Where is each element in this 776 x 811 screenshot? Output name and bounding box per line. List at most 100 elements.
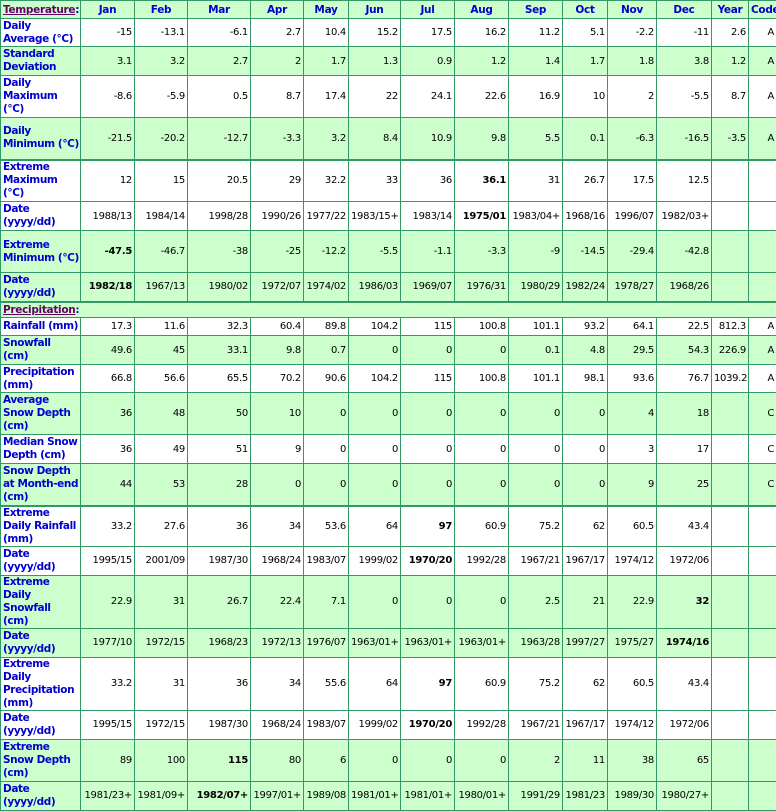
colon: : [75, 4, 79, 16]
value-cell: 1968/26 [657, 273, 712, 302]
row-label: Rainfall (mm) [1, 318, 81, 336]
value-cell: 36 [401, 160, 455, 202]
value-cell: 1984/14 [135, 202, 188, 231]
code-cell [749, 710, 776, 739]
value-cell: 43.4 [657, 657, 712, 710]
col-apr: Apr [251, 1, 304, 19]
col-feb: Feb [135, 1, 188, 19]
value-cell: 12 [81, 160, 135, 202]
value-cell: 43.4 [657, 506, 712, 547]
year-cell [712, 739, 749, 781]
year-cell [712, 546, 749, 575]
value-cell: -20.2 [135, 118, 188, 160]
code-cell: A [749, 365, 776, 393]
value-cell: 17.5 [608, 160, 657, 202]
value-cell: 3.2 [304, 118, 349, 160]
value-cell: 62 [563, 657, 608, 710]
value-cell: 0.9 [401, 47, 455, 76]
value-cell: 1972/15 [135, 628, 188, 657]
value-cell: 1980/02 [188, 273, 251, 302]
year-cell [712, 710, 749, 739]
value-cell: 9 [251, 435, 304, 464]
value-cell: 16.9 [509, 76, 563, 118]
value-cell: 0 [563, 393, 608, 435]
value-cell: 32 [657, 575, 712, 628]
row-label: Extreme Daily Precipitation (mm) [1, 657, 81, 710]
value-cell: 0 [455, 575, 509, 628]
value-cell: 1992/28 [455, 710, 509, 739]
value-cell: 29.5 [608, 336, 657, 365]
value-cell: 0.5 [188, 76, 251, 118]
value-cell: 24.1 [401, 76, 455, 118]
code-cell [749, 546, 776, 575]
year-cell [712, 231, 749, 273]
value-cell: 1975/27 [608, 628, 657, 657]
value-cell: 1981/01+ [401, 781, 455, 810]
value-cell: 48 [135, 393, 188, 435]
value-cell: 64.1 [608, 318, 657, 336]
value-cell: 65.5 [188, 365, 251, 393]
value-cell: 1970/20 [401, 710, 455, 739]
value-cell: -46.7 [135, 231, 188, 273]
value-cell: 1968/24 [251, 710, 304, 739]
value-cell: 0 [349, 435, 401, 464]
value-cell: 10 [251, 393, 304, 435]
col-mar: Mar [188, 1, 251, 19]
value-cell: 1.3 [349, 47, 401, 76]
value-cell: 0 [401, 435, 455, 464]
temperature-link[interactable]: Temperature [3, 4, 75, 16]
value-cell: 3.2 [135, 47, 188, 76]
value-cell: 0.1 [509, 336, 563, 365]
value-cell: 1992/28 [455, 546, 509, 575]
code-cell [749, 231, 776, 273]
code-cell: C [749, 393, 776, 435]
value-cell: -5.9 [135, 76, 188, 118]
value-cell: 22.6 [455, 76, 509, 118]
value-cell: 1982/07+ [188, 781, 251, 810]
value-cell: 21 [563, 575, 608, 628]
row-label: Snowfall (cm) [1, 336, 81, 365]
year-cell [712, 781, 749, 810]
value-cell: -8.6 [81, 76, 135, 118]
code-cell [749, 657, 776, 710]
value-cell: 1981/23+ [81, 781, 135, 810]
value-cell: 1974/02 [304, 273, 349, 302]
value-cell: -5.5 [349, 231, 401, 273]
value-cell: 2 [509, 739, 563, 781]
value-cell: 1997/27 [563, 628, 608, 657]
value-cell: -6.3 [608, 118, 657, 160]
value-cell: 0.1 [563, 118, 608, 160]
value-cell: -3.3 [455, 231, 509, 273]
value-cell: 0 [455, 739, 509, 781]
precipitation-section-header: Precipitation: [1, 302, 776, 318]
year-cell: 8.7 [712, 76, 749, 118]
col-may: May [304, 1, 349, 19]
value-cell: 10.4 [304, 19, 349, 47]
col-jul: Jul [401, 1, 455, 19]
value-cell: -11 [657, 19, 712, 47]
code-cell [749, 628, 776, 657]
value-cell: -1.1 [401, 231, 455, 273]
code-cell: A [749, 118, 776, 160]
year-cell [712, 202, 749, 231]
precipitation-link[interactable]: Precipitation [3, 304, 75, 316]
row-label: Median Snow Depth (cm) [1, 435, 81, 464]
value-cell: 17.5 [401, 19, 455, 47]
value-cell: 5.5 [509, 118, 563, 160]
row-label: Daily Minimum (°C) [1, 118, 81, 160]
value-cell: 101.1 [509, 365, 563, 393]
code-cell [749, 160, 776, 202]
value-cell: 4.8 [563, 336, 608, 365]
value-cell: 93.6 [608, 365, 657, 393]
value-cell: 55.6 [304, 657, 349, 710]
value-cell: 22.4 [251, 575, 304, 628]
value-cell: 51 [188, 435, 251, 464]
row-label: Extreme Snow Depth (cm) [1, 739, 81, 781]
value-cell: 1987/30 [188, 546, 251, 575]
value-cell: 2.7 [251, 19, 304, 47]
value-cell: 32.3 [188, 318, 251, 336]
value-cell: 17.4 [304, 76, 349, 118]
